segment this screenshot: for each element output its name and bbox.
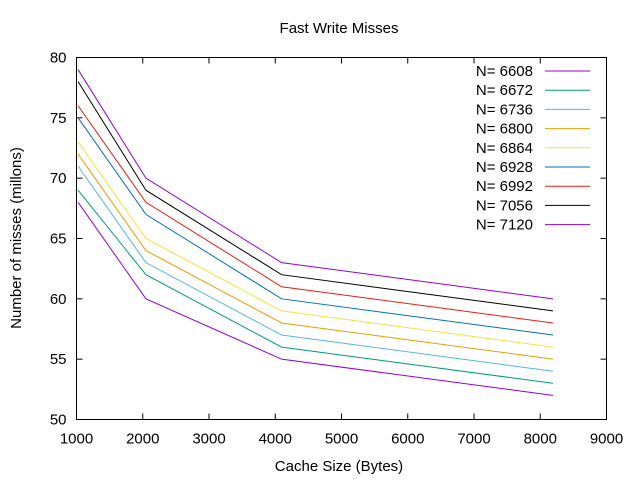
data-series [77,69,554,396]
x-tick-label: 8000 [524,431,557,448]
y-tick-label: 80 [50,50,67,67]
x-tick-label: 5000 [325,431,358,448]
plot-frame [76,57,607,420]
x-tick-label: 9000 [590,431,623,448]
series-line [77,165,554,372]
x-tick-label: 3000 [192,431,225,448]
x-tick-label: 6000 [391,431,424,448]
series-line [77,141,554,348]
series-line [77,189,554,384]
legend-label: N= 6992 [476,178,533,195]
y-tick-label: 75 [50,110,67,127]
y-tick-label: 60 [50,291,67,308]
series-line [77,117,554,336]
chart-title: Fast Write Misses [280,20,399,37]
series-line [77,153,554,360]
x-axis-label: Cache Size (Bytes) [275,458,403,475]
legend-label: N= 6800 [476,121,533,138]
legend: N= 6608 N= 6672 N= 6736 N= 6800 N= 6864 N= 69… [476,63,590,234]
legend-label: N= 6736 [476,101,533,118]
y-tick-label: 55 [50,351,67,368]
series-line [77,81,554,312]
axis-ticks: 1000 2000 3000 4000 5000 6000 7000 8000 9000 50 55… [50,50,623,448]
x-tick-label: 4000 [259,431,292,448]
x-tick-label: 1000 [60,431,93,448]
legend-label: N= 6864 [476,140,533,157]
y-tick-label: 70 [50,170,67,187]
series-line [77,202,554,396]
series-line [77,69,554,300]
legend-label: N= 6928 [476,159,533,176]
legend-label: N= 7056 [476,197,533,214]
series-line [77,105,554,324]
legend-label: N= 6608 [476,63,533,80]
legend-label: N= 7120 [476,217,533,234]
x-tick-label: 7000 [457,431,490,448]
y-tick-label: 65 [50,231,67,248]
y-tick-label: 50 [50,412,67,429]
legend-label: N= 6672 [476,82,533,99]
y-axis-label: Number of misses (millons) [8,147,25,329]
x-tick-label: 2000 [126,431,159,448]
